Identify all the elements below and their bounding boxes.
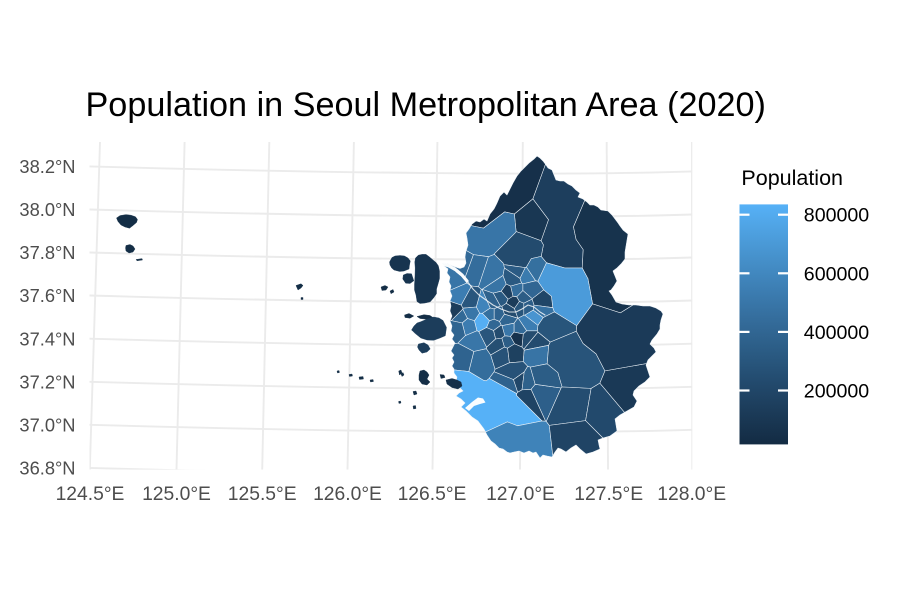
svg-text:37.0°N: 37.0°N	[19, 414, 75, 435]
svg-text:Population in Seoul Metropolit: Population in Seoul Metropolitan Area (2…	[86, 86, 766, 124]
svg-text:127.0°E: 127.0°E	[486, 484, 555, 505]
svg-text:124.5°E: 124.5°E	[56, 484, 125, 505]
svg-text:36.8°N: 36.8°N	[19, 458, 75, 479]
svg-text:125.0°E: 125.0°E	[142, 484, 211, 505]
svg-text:600000: 600000	[804, 263, 869, 285]
svg-text:37.2°N: 37.2°N	[19, 371, 75, 392]
svg-text:37.4°N: 37.4°N	[19, 328, 75, 349]
svg-text:125.5°E: 125.5°E	[228, 484, 297, 505]
svg-text:126.0°E: 126.0°E	[313, 484, 382, 505]
svg-text:400000: 400000	[804, 322, 869, 344]
svg-text:127.5°E: 127.5°E	[574, 484, 643, 505]
svg-text:Population: Population	[741, 166, 843, 190]
svg-text:128.0°E: 128.0°E	[657, 484, 726, 505]
svg-text:38.0°N: 38.0°N	[19, 199, 75, 220]
svg-text:800000: 800000	[804, 205, 869, 227]
svg-text:37.8°N: 37.8°N	[19, 242, 75, 263]
svg-text:38.2°N: 38.2°N	[19, 156, 75, 177]
svg-text:37.6°N: 37.6°N	[19, 285, 75, 306]
svg-text:200000: 200000	[804, 381, 869, 403]
svg-text:126.5°E: 126.5°E	[398, 484, 467, 505]
